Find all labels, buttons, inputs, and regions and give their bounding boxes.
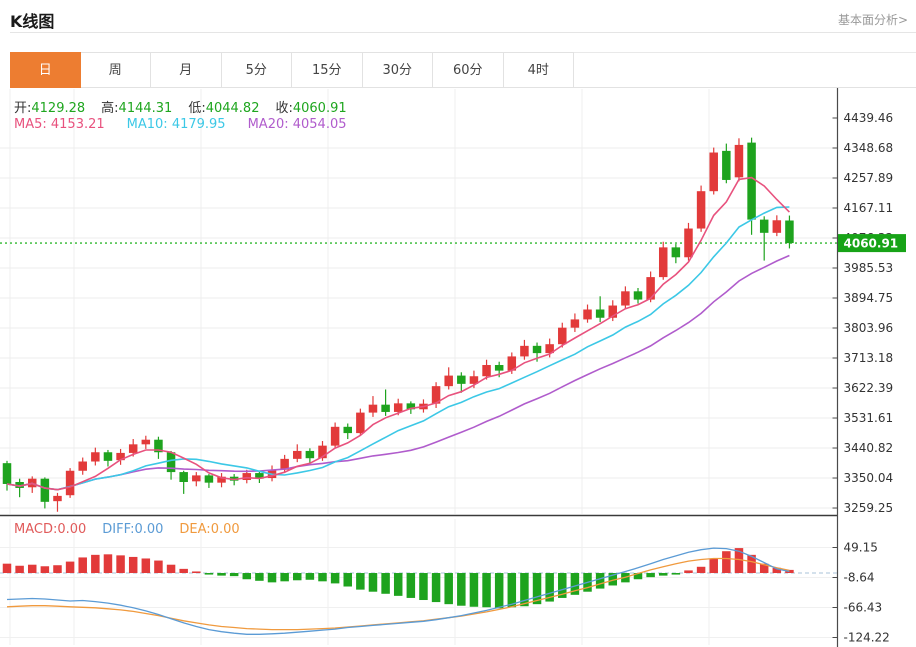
axis-tick-label: 4439.46 — [844, 111, 894, 125]
diff-line — [6, 547, 790, 635]
macd-legend-item-1: DIFF:0.00 — [102, 522, 164, 537]
axis-tick-label: 3713.18 — [844, 351, 894, 365]
axis-tick-label: 3350.04 — [844, 471, 894, 485]
axis-tick-label: -8.64 — [844, 571, 875, 585]
axis-tick-label: 3440.82 — [844, 441, 894, 455]
macd-legend-row: MACD:0.00 DIFF:0.00 DEA:0.00 — [14, 522, 240, 537]
header-divider — [10, 32, 916, 33]
ohlc-item-2: 低:4044.82 — [188, 97, 259, 116]
tab-15min[interactable]: 15分 — [292, 52, 363, 88]
price-axis-labels: 4439.464348.684257.894167.114076.323985.… — [832, 111, 894, 645]
page-title: K线图 — [10, 12, 55, 31]
ohlc-value: 4044.82 — [205, 101, 260, 116]
axis-tick-label: 4167.11 — [844, 201, 894, 215]
axis-tick-label: -124.22 — [844, 631, 890, 645]
candles — [2, 137, 794, 512]
tab-month[interactable]: 月 — [151, 52, 222, 88]
svg-text:4060.91: 4060.91 — [844, 237, 899, 251]
ohlc-value: 4060.91 — [292, 101, 347, 116]
axis-tick-label: -66.43 — [844, 601, 883, 615]
macd-histogram — [2, 548, 794, 609]
tab-week[interactable]: 周 — [80, 52, 151, 88]
ohlc-item-0: 开:4129.28 — [14, 97, 85, 116]
tab-4hour[interactable]: 4时 — [503, 52, 574, 88]
ohlc-value: 4129.28 — [31, 101, 86, 116]
macd-legend-item-2: DEA:0.00 — [179, 522, 240, 537]
fundamental-analysis-link[interactable]: 基本面分析> — [837, 13, 908, 27]
axis-tick-label: 3259.25 — [844, 501, 894, 515]
ma20-line — [6, 254, 790, 491]
axis-tick-label: 4257.89 — [844, 171, 894, 185]
tab-bar-filler — [574, 52, 916, 87]
axis-tick-label: 3803.96 — [844, 321, 894, 335]
axis-tick-label: 3531.61 — [844, 411, 894, 425]
axis-tick-label: 3622.39 — [844, 381, 894, 395]
ma-item-0: MA5: 4153.21 — [14, 117, 105, 132]
axis-tick-label: 3894.75 — [844, 291, 894, 305]
axis-tick-label: 49.15 — [844, 541, 878, 555]
macd-legend-item-0: MACD:0.00 — [14, 522, 87, 537]
tab-30min[interactable]: 30分 — [362, 52, 433, 88]
ma-item-2: MA20: 4054.05 — [247, 117, 347, 132]
ma-info-row: MA5: 4153.21 MA10: 4179.95 MA20: 4054.05 — [14, 117, 347, 132]
tab-5min[interactable]: 5分 — [221, 52, 292, 88]
ma5-line — [6, 176, 790, 491]
ohlc-label: 高: — [101, 101, 119, 116]
current-price-label: 4060.91 — [838, 234, 906, 253]
ma-lines — [6, 176, 790, 491]
ma10-line — [6, 206, 790, 491]
tab-day[interactable]: 日 — [10, 52, 81, 88]
ohlc-item-1: 高:4144.31 — [101, 97, 172, 116]
ohlc-item-3: 收:4060.91 — [275, 97, 346, 116]
ohlc-value: 4144.31 — [118, 101, 173, 116]
tab-60min[interactable]: 60分 — [433, 52, 504, 88]
interval-tab-bar: 日周月 5分 15分 30分 60分 4时 — [10, 52, 916, 88]
ohlc-label: 收: — [275, 101, 293, 116]
ohlc-label: 开: — [14, 101, 32, 116]
ma-item-1: MA10: 4179.95 — [126, 117, 226, 132]
ohlc-info-row: 开:4129.28 高:4144.31 低:4044.82 收:4060.91 — [14, 97, 347, 116]
ohlc-label: 低: — [188, 101, 206, 116]
axis-tick-label: 4348.68 — [844, 141, 894, 155]
axis-tick-label: 3985.53 — [844, 261, 894, 275]
